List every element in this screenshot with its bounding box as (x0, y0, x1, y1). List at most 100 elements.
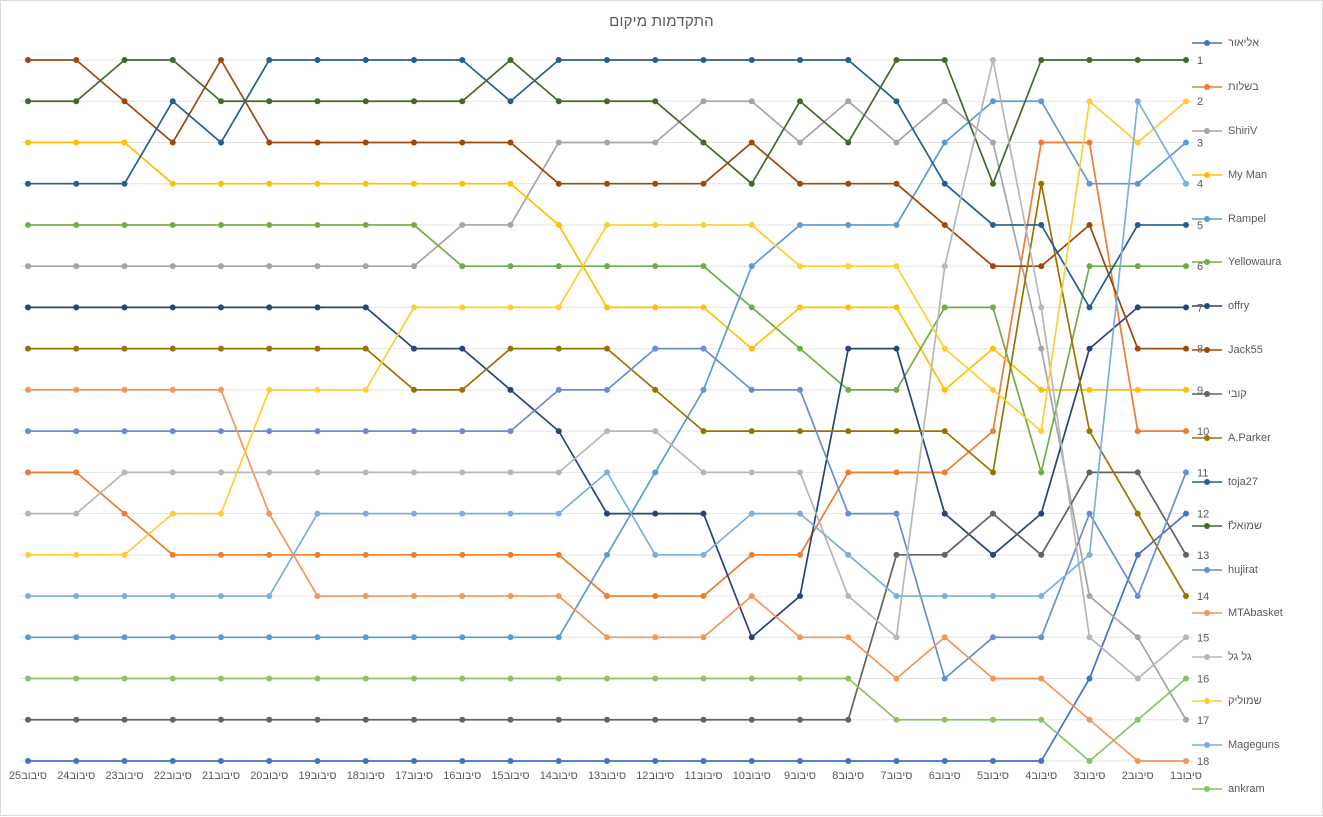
data-point-marker (411, 593, 417, 600)
legend-marker (1204, 566, 1210, 573)
data-point-marker (1183, 634, 1189, 641)
data-point-marker (845, 551, 852, 558)
data-point-marker (266, 139, 273, 146)
data-point-marker (990, 221, 996, 228)
data-point-marker (169, 593, 176, 600)
x-axis-label: סיבוב19 (298, 770, 336, 782)
data-point-marker (652, 551, 659, 558)
data-point-marker (1086, 758, 1093, 764)
y-axis-label: 3 (1197, 137, 1203, 149)
data-point-marker (314, 428, 321, 435)
data-point-marker (1086, 551, 1093, 558)
data-point-marker (169, 428, 176, 435)
data-point-marker (748, 304, 755, 311)
legend-label: שמוליק (1228, 695, 1262, 708)
data-point-marker (700, 551, 707, 558)
y-axis-label: 15 (1197, 632, 1209, 644)
data-point-marker (990, 57, 996, 63)
legend-item: offry (1192, 300, 1316, 312)
legend-label: שמואלf (1228, 519, 1263, 532)
data-point-marker (1086, 345, 1093, 352)
data-point-marker (797, 386, 803, 393)
y-axis-label: 12 (1197, 509, 1209, 521)
legend-line-marker-icon (1192, 522, 1222, 529)
data-point-marker (314, 634, 321, 641)
data-point-marker (652, 510, 659, 517)
legend-marker (1204, 171, 1210, 178)
data-point-marker (169, 180, 176, 187)
data-point-marker (25, 345, 31, 352)
legend-marker (1204, 742, 1210, 748)
data-point-marker (990, 469, 996, 476)
data-point-marker (459, 263, 466, 270)
legend-line-marker-icon (1192, 40, 1222, 46)
data-point-marker (893, 510, 900, 517)
legend-line-marker-icon (1192, 127, 1222, 134)
data-point-marker (1183, 758, 1189, 764)
data-point-marker (1086, 428, 1093, 435)
data-point-marker (73, 98, 80, 105)
data-point-marker (941, 263, 948, 270)
data-point-marker (893, 345, 900, 352)
data-point-marker (73, 304, 80, 311)
data-point-marker (604, 345, 610, 352)
x-axis-label: סיבוב20 (250, 770, 288, 782)
data-point-marker (652, 139, 659, 146)
data-point-marker (893, 758, 900, 764)
legend-line-marker-icon (1192, 478, 1222, 485)
x-axis-label: סיבוב12 (636, 770, 674, 782)
data-point-marker (604, 57, 610, 63)
data-point-marker (990, 345, 996, 352)
data-point-marker (604, 386, 610, 393)
data-point-marker (700, 593, 707, 600)
data-point-marker (218, 221, 224, 228)
data-point-marker (1134, 221, 1141, 228)
data-point-marker (169, 386, 176, 393)
legend-line-marker-icon (1192, 347, 1222, 354)
data-point-marker (555, 98, 562, 105)
data-point-marker (990, 675, 996, 682)
legend-item: גל גל (1192, 651, 1316, 663)
legend-label: My Man (1228, 168, 1268, 181)
data-point-marker (459, 139, 466, 146)
legend-item: Rampel (1192, 213, 1316, 225)
data-point-marker (25, 428, 31, 435)
data-point-marker (411, 428, 417, 435)
legend-item: שמוליק (1192, 695, 1316, 707)
data-point-marker (652, 428, 659, 435)
data-point-marker (652, 304, 659, 311)
data-point-marker (1038, 304, 1045, 311)
x-axis-label: סיבוב7 (881, 770, 913, 782)
data-point-marker (169, 98, 176, 105)
series-line (27, 59, 1187, 680)
data-point-marker (507, 221, 514, 228)
data-point-marker (169, 634, 176, 641)
data-point-marker (507, 469, 514, 476)
legend-marker (1204, 40, 1210, 46)
data-point-marker (797, 57, 803, 63)
data-point-marker (990, 551, 996, 558)
data-point-marker (362, 551, 369, 558)
data-point-marker (941, 221, 948, 228)
data-point-marker (652, 716, 659, 723)
data-point-marker (169, 469, 176, 476)
data-point-marker (314, 263, 321, 270)
data-point-marker (797, 428, 803, 435)
data-point-marker (604, 551, 610, 558)
data-point-marker (555, 304, 562, 311)
data-point-marker (604, 304, 610, 311)
data-point-marker (362, 634, 369, 641)
data-point-marker (1038, 180, 1045, 187)
data-point-marker (121, 469, 128, 476)
data-point-marker (218, 386, 224, 393)
data-point-marker (555, 263, 562, 270)
data-point-marker (1183, 304, 1189, 311)
data-point-marker (507, 551, 514, 558)
data-point-marker (990, 758, 996, 764)
data-point-marker (25, 758, 31, 764)
series-0 (25, 510, 1189, 764)
x-axis-label: סיבוב13 (588, 770, 626, 782)
legend-marker (1204, 391, 1210, 397)
data-point-marker (507, 139, 514, 146)
